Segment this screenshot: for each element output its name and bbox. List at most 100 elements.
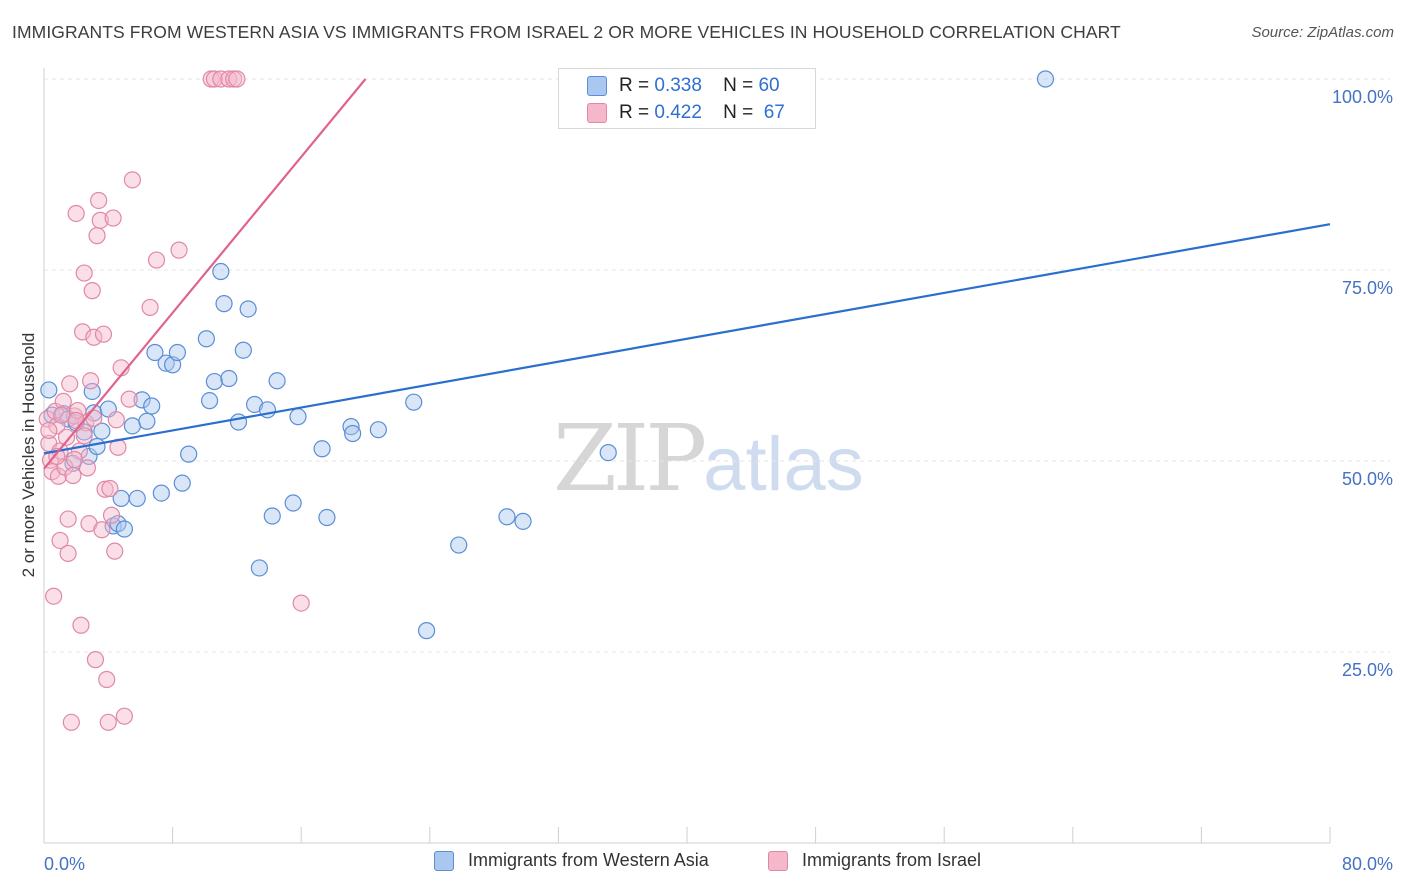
point-western-asia <box>284 494 302 512</box>
point-western-asia <box>152 484 170 502</box>
point-israel <box>67 204 85 223</box>
point-israel <box>40 421 58 440</box>
point-israel <box>102 506 121 524</box>
legend-swatch-western-asia <box>434 850 454 871</box>
series-western-asia-points <box>40 70 1055 640</box>
legend-swatch-israel <box>768 850 788 871</box>
legend-item-western-asia[interactable]: Immigrants from Western Asia <box>434 850 709 871</box>
point-western-asia <box>180 445 198 463</box>
point-western-asia <box>369 421 387 439</box>
point-israel <box>96 480 114 498</box>
point-western-asia <box>514 512 532 530</box>
point-western-asia <box>289 408 307 426</box>
point-western-asia <box>599 443 617 462</box>
axes <box>43 68 1331 844</box>
point-israel <box>59 544 77 563</box>
point-israel <box>99 713 117 731</box>
point-israel <box>107 411 125 429</box>
point-israel <box>67 411 85 430</box>
point-western-asia <box>250 559 269 577</box>
point-western-asia <box>146 343 164 362</box>
point-western-asia <box>123 417 142 435</box>
stats-legend: R = 0.338 N = 60 R = 0.422 N = 67 <box>558 68 816 129</box>
point-israel <box>51 531 69 550</box>
point-western-asia <box>229 413 248 431</box>
point-israel <box>141 298 159 317</box>
point-western-asia <box>40 381 58 399</box>
point-western-asia <box>93 422 111 440</box>
point-israel <box>65 450 84 469</box>
point-israel <box>101 479 119 498</box>
point-israel <box>85 328 103 346</box>
point-israel <box>147 251 166 269</box>
n-value: 67 <box>763 102 785 123</box>
point-western-asia <box>342 418 360 436</box>
point-western-asia <box>212 262 230 281</box>
point-israel <box>82 372 100 390</box>
point-western-asia <box>83 382 101 401</box>
point-israel <box>86 651 105 669</box>
trend-line-israel <box>43 78 367 470</box>
chart-title: IMMIGRANTS FROM WESTERN ASIA VS IMMIGRAN… <box>12 22 1121 42</box>
point-western-asia <box>138 412 156 430</box>
tick-labels: 25.0% 50.0% 75.0% 100.0% 0.0% 80.0% <box>44 87 1393 874</box>
point-israel <box>93 521 111 539</box>
point-israel <box>120 390 138 408</box>
point-western-asia <box>128 489 146 508</box>
y-tick-label: 100.0% <box>1332 87 1393 107</box>
watermark-atlas: atlas <box>703 422 864 507</box>
point-western-asia <box>157 354 175 372</box>
point-israel <box>45 587 63 605</box>
point-israel <box>85 409 103 427</box>
point-western-asia <box>498 508 516 526</box>
point-israel <box>64 466 82 485</box>
point-western-asia <box>133 391 151 409</box>
legend-item-israel[interactable]: Immigrants from Israel <box>768 850 981 871</box>
point-western-asia <box>417 622 436 640</box>
point-western-asia <box>197 330 215 348</box>
r-value: 0.338 <box>654 75 702 96</box>
point-israel <box>98 670 116 689</box>
point-israel <box>49 467 68 485</box>
point-israel <box>75 427 93 445</box>
point-western-asia <box>143 397 161 415</box>
point-israel <box>83 282 101 300</box>
point-western-asia <box>344 424 362 443</box>
r-value: 0.422 <box>654 102 702 123</box>
source-credit: Source: ZipAtlas.com <box>1251 24 1394 41</box>
point-western-asia <box>313 440 331 458</box>
point-israel <box>59 510 77 528</box>
point-western-asia <box>115 520 133 538</box>
stats-row-western-asia: R = 0.338 N = 60 <box>587 75 780 97</box>
point-israel <box>54 392 72 411</box>
watermark-zip: ZIP <box>553 405 707 512</box>
point-western-asia <box>263 507 281 525</box>
y-axis-title: 2 or more Vehicles in Household <box>19 333 38 578</box>
point-western-asia <box>405 393 423 411</box>
point-israel <box>61 375 79 393</box>
x-tick-label-max: 80.0% <box>1342 854 1393 874</box>
stats-row-israel: R = 0.422 N = 67 <box>587 102 785 124</box>
grid-lines <box>44 78 1390 653</box>
y-tick-label: 50.0% <box>1342 469 1393 489</box>
point-israel <box>292 594 310 612</box>
x-tick-label-min: 0.0% <box>44 854 85 874</box>
point-western-asia <box>168 343 187 362</box>
point-western-asia <box>88 437 106 456</box>
point-israel <box>62 713 80 731</box>
r-label: R = <box>619 102 650 123</box>
point-israel <box>57 428 76 446</box>
point-israel <box>228 70 246 88</box>
point-western-asia <box>205 372 223 391</box>
point-israel <box>78 459 97 477</box>
point-israel <box>91 211 109 229</box>
point-israel <box>94 325 113 343</box>
point-israel <box>205 70 223 88</box>
point-israel <box>123 171 142 189</box>
swatch-western-asia <box>587 76 607 96</box>
y-tick-label: 75.0% <box>1342 278 1393 298</box>
point-israel <box>53 406 71 424</box>
point-western-asia <box>234 341 252 359</box>
point-western-asia <box>239 300 257 318</box>
